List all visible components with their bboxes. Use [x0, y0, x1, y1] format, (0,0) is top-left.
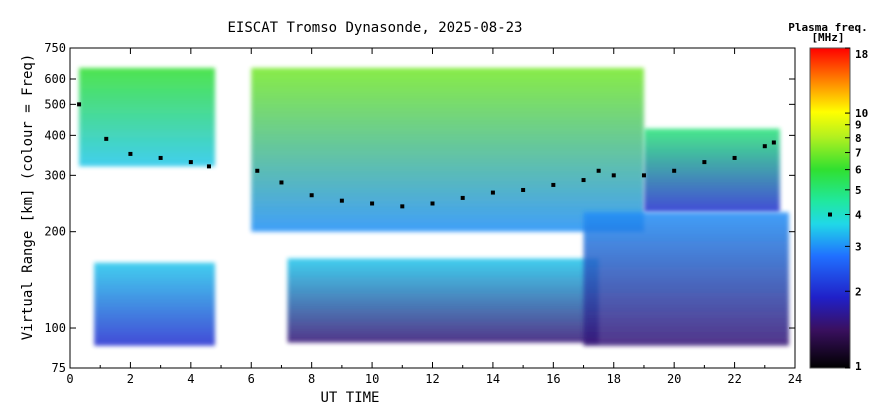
colorbar — [809, 47, 851, 369]
x-axis-label: UT TIME — [320, 390, 379, 406]
x-tick-label: 16 — [546, 372, 560, 386]
echo-region-3 — [94, 262, 215, 346]
trace-point — [771, 140, 776, 145]
y-tick-label: 400 — [44, 128, 66, 142]
trace-point — [596, 168, 601, 173]
echo-region-5 — [583, 212, 789, 346]
y-axis-ticks: 75 100 200 300 400 500 600 750 — [44, 41, 795, 375]
plot-area — [69, 47, 796, 369]
x-tick-label: 20 — [667, 372, 681, 386]
trace-point — [551, 182, 556, 187]
trace-point — [206, 164, 211, 169]
colorbar-tick-label: 1 — [855, 360, 862, 373]
trace-point — [400, 204, 405, 209]
x-tick-label: 2 — [127, 372, 134, 386]
virtual-height-trace — [77, 102, 776, 209]
x-tick-label: 0 — [66, 372, 73, 386]
trace-point — [77, 102, 82, 107]
trace-point — [611, 173, 616, 178]
trace-point — [279, 180, 284, 185]
x-tick-label: 14 — [486, 372, 500, 386]
trace-point — [581, 178, 586, 183]
colorbar-tick-label: 9 — [855, 119, 862, 132]
y-tick-label: 500 — [44, 97, 66, 111]
y-tick-label: 75 — [52, 361, 66, 375]
colorbar-tick-label: 3 — [855, 240, 862, 253]
x-tick-label: 6 — [248, 372, 255, 386]
trace-point — [309, 193, 314, 198]
trace-point — [430, 201, 435, 206]
y-tick-label: 300 — [44, 168, 66, 182]
trace-point — [370, 201, 375, 206]
trace-point — [158, 155, 163, 160]
x-tick-label: 22 — [727, 372, 741, 386]
x-tick-label: 10 — [365, 372, 379, 386]
y-tick-label: 750 — [44, 41, 66, 55]
x-tick-label: 8 — [308, 372, 315, 386]
y-tick-label: 200 — [44, 225, 66, 239]
colorbar-tick-label: 5 — [855, 184, 862, 197]
trace-point — [128, 151, 133, 156]
colorbar-title: Plasma freq. — [788, 21, 867, 34]
colorbar-marker — [828, 212, 832, 217]
x-tick-label: 4 — [187, 372, 194, 386]
chart-title: EISCAT Tromso Dynasonde, 2025-08-23 — [227, 20, 522, 36]
colorbar-unit: [MHz] — [811, 31, 844, 44]
trace-point — [255, 168, 260, 173]
trace-point — [521, 187, 526, 192]
trace-point — [702, 160, 707, 165]
colorbar-tick-label: 4 — [855, 209, 862, 222]
y-tick-label: 600 — [44, 72, 66, 86]
trace-point — [762, 144, 767, 149]
echo-region-1 — [251, 67, 644, 232]
trace-point — [188, 160, 193, 165]
trace-point — [490, 190, 495, 195]
echo-region-0 — [79, 67, 215, 167]
colorbar-tick-label: 10 — [855, 107, 868, 120]
colorbar-tick-label: 6 — [855, 164, 862, 177]
trace-point — [339, 198, 344, 203]
colorbar-tick-label: 7 — [855, 147, 862, 160]
trace-point — [460, 195, 465, 200]
trace-point — [641, 173, 646, 178]
trace-point — [104, 136, 109, 141]
colorbar-tick-label: 8 — [855, 132, 862, 145]
echo-region-4 — [287, 258, 599, 343]
x-tick-label: 12 — [425, 372, 439, 386]
x-axis-ticks: 0 2 4 6 8 10 12 14 16 18 20 22 24 — [66, 48, 802, 386]
y-axis-label: Virtual Range [km] (colour = Freq) — [20, 54, 36, 341]
colorbar-tick-label: 18 — [855, 48, 868, 61]
trace-point — [732, 155, 737, 160]
x-tick-label: 18 — [607, 372, 621, 386]
colorbar-tick-label: 2 — [855, 285, 862, 298]
echo-region-2 — [643, 128, 780, 213]
x-tick-label: 24 — [788, 372, 802, 386]
trace-point — [672, 168, 677, 173]
y-tick-label: 100 — [44, 321, 66, 335]
